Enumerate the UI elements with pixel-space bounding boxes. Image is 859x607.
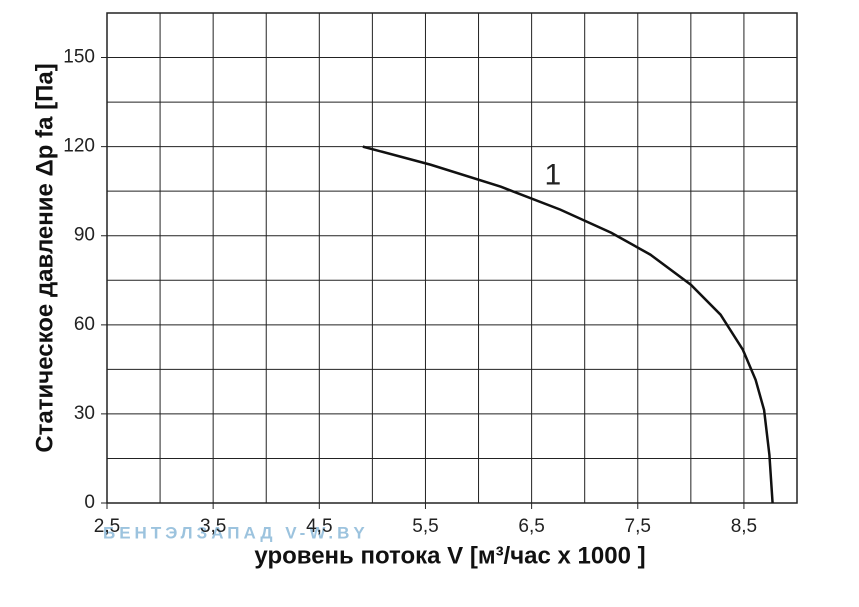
y-tick-label: 90	[74, 225, 95, 246]
x-tick-label: 6,5	[518, 516, 544, 537]
plot-frame	[106, 12, 798, 504]
x-tick-label: 5,5	[412, 516, 438, 537]
y-tick-label: 150	[63, 47, 95, 68]
y-tick-label: 60	[74, 314, 95, 335]
watermark: БЕНТЭЛЗАПАД V-W.BY	[103, 523, 369, 542]
x-tick-label: 3,5	[200, 516, 226, 537]
x-tick-label: 2,5	[94, 516, 120, 537]
y-axis-title: Статическое давление Δp fa [Па]	[31, 63, 58, 452]
x-tick-label: 8,5	[731, 516, 757, 537]
x-tick-label: 4,5	[306, 516, 332, 537]
curve-label: 1	[545, 158, 562, 191]
y-tick-label: 0	[84, 492, 95, 513]
x-tick-label: 7,5	[625, 516, 651, 537]
x-axis-title: уровень потока V [м³/час x 1000 ]	[254, 542, 645, 569]
y-tick-label: 120	[63, 136, 95, 157]
curve	[362, 145, 774, 504]
y-tick-label: 30	[74, 403, 95, 424]
